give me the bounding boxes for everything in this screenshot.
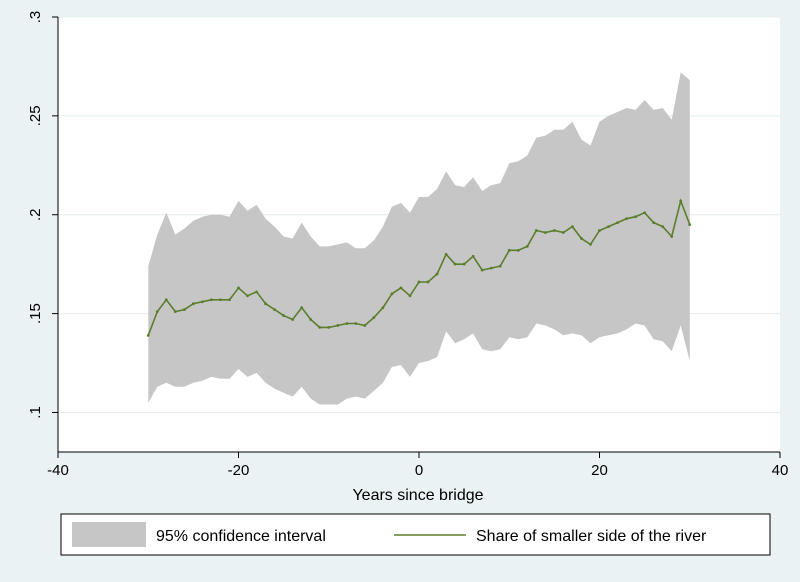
share-point [453, 262, 457, 266]
legend-label-confidence-interval: 95% confidence interval [156, 528, 326, 545]
share-point [426, 280, 430, 284]
share-point [598, 229, 601, 232]
x-tick-label: -40 [47, 462, 69, 479]
share-point [228, 298, 231, 302]
share-point [246, 294, 249, 298]
share-point [372, 316, 376, 319]
share-point [507, 248, 511, 252]
share-point [480, 268, 484, 272]
share-point [273, 308, 276, 312]
share-point [173, 310, 177, 314]
share-point [607, 225, 610, 228]
y-tick-label: .15 [27, 303, 44, 324]
share-point [616, 221, 619, 225]
share-point [670, 235, 674, 238]
share-point [589, 242, 592, 246]
legend: 95% confidence interval Share of smaller… [60, 513, 771, 556]
legend-label-share: Share of smaller side of the river [476, 528, 707, 545]
share-point [634, 215, 637, 219]
share-point [444, 252, 448, 256]
share-point [462, 262, 466, 266]
share-point [300, 306, 304, 310]
confidence-band [148, 72, 690, 405]
share-point [552, 229, 556, 232]
share-point [336, 324, 340, 327]
share-point [652, 221, 656, 225]
y-tick-label: .25 [27, 105, 44, 126]
share-point [390, 292, 394, 296]
share-point [625, 217, 628, 221]
share-point [408, 294, 412, 298]
share-point [679, 199, 683, 203]
share-point [471, 254, 475, 258]
y-tick-label: .3 [27, 11, 44, 24]
share-point [155, 310, 159, 314]
series-line-layer [146, 198, 692, 337]
y-tick-label: .1 [27, 406, 44, 419]
share-point [309, 318, 313, 321]
x-axis-ticks: -40 -20 0 20 40 [47, 452, 788, 479]
share-point [543, 231, 547, 234]
share-point [643, 211, 647, 215]
share-point [571, 225, 574, 228]
share-point [417, 280, 421, 284]
share-point [255, 290, 258, 294]
share-point [354, 322, 358, 325]
share-point [201, 300, 204, 304]
share-point [210, 298, 213, 302]
x-tick-label: -20 [228, 462, 250, 479]
share-point [327, 326, 331, 329]
share-point [534, 229, 538, 232]
share-point [363, 324, 367, 327]
y-tick-label: .2 [27, 208, 44, 221]
share-point [164, 298, 168, 302]
x-tick-label: 40 [772, 462, 789, 479]
share-point [381, 306, 385, 310]
x-tick-label: 20 [591, 462, 608, 479]
share-point [525, 244, 529, 248]
share-point [498, 264, 502, 268]
x-axis-title: Years since bridge [352, 487, 483, 504]
share-point [562, 231, 565, 234]
share-point [435, 272, 439, 276]
share-point [291, 318, 295, 321]
share-point [580, 237, 583, 240]
share-point [237, 286, 240, 290]
y-axis-ticks: .1 .15 .2 .25 .3 [27, 11, 58, 419]
legend-swatch-confidence-interval [72, 522, 146, 547]
share-point [318, 326, 322, 329]
share-point [399, 286, 403, 290]
confidence-band-layer [148, 72, 690, 405]
share-point [489, 266, 493, 270]
share-point [661, 225, 665, 228]
share-point [282, 314, 286, 317]
share-point [219, 298, 222, 302]
share-point [146, 333, 150, 337]
x-tick-label: 0 [415, 462, 423, 479]
share-point [264, 302, 267, 306]
share-point [345, 322, 349, 325]
share-point [191, 302, 195, 306]
share-point [516, 248, 520, 252]
share-point [182, 308, 186, 312]
share-point [688, 223, 692, 227]
